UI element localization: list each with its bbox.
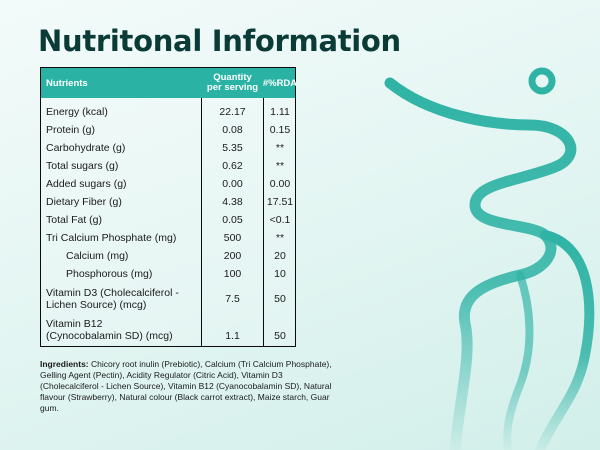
header-quantity-line1: Quantity (213, 72, 252, 83)
header-nutrients: Nutrients (46, 77, 88, 89)
nutrient-quantity: 5.35 (222, 142, 243, 154)
nutrient-rda: 17.51 (266, 196, 294, 208)
nutrient-rda: <0.1 (269, 214, 291, 226)
nutrient-name: Protein (g) (46, 124, 96, 136)
nutrient-name: Tri Calcium Phosphate (mg) (46, 232, 177, 244)
nutrient-name-line1: Vitamin B12 (46, 318, 103, 330)
nutrient-rda: 50 (274, 293, 286, 305)
column-divider (201, 98, 202, 346)
header-rda: #%RDA (262, 77, 298, 89)
nutrient-quantity: 0.05 (222, 214, 243, 226)
nutrient-rda: 10 (274, 268, 286, 280)
nutrient-quantity: 100 (223, 268, 242, 280)
nutrient-rda: 1.11 (270, 106, 290, 118)
nutrient-rda: ** (275, 160, 285, 172)
nutrient-quantity: 4.38 (222, 196, 243, 208)
nutrient-quantity: 7.5 (225, 293, 240, 305)
nutrient-quantity: 500 (223, 232, 242, 244)
nutrient-name: Phosphorous (mg) (66, 268, 153, 280)
ingredients-list: Chicory root inulin (Prebiotic), Calcium… (40, 359, 332, 413)
nutrient-quantity: 0.00 (222, 178, 243, 190)
nutrient-rda: ** (275, 142, 285, 154)
nutrient-quantity: 22.17 (219, 106, 246, 118)
nutrient-quantity: 0.08 (222, 124, 243, 136)
nutrient-name: Carbohydrate (g) (46, 142, 126, 154)
nutrient-name: Added sugars (g) (46, 178, 127, 190)
nutrient-name-line1: Vitamin D3 (Cholecalciferol - (46, 287, 179, 299)
nutrient-name: Vitamin B12 (Cynocobalamin SD) (mcg) (46, 318, 173, 342)
swirl-path-inner (503, 271, 534, 450)
table-header: Nutrients Quantity per serving #%RDA (41, 68, 298, 98)
nutrient-name: Vitamin D3 (Cholecalciferol - Lichen Sou… (46, 287, 179, 311)
header-quantity-line2: per serving (206, 82, 259, 93)
ingredients-text: Ingredients: Chicory root inulin (Prebio… (40, 359, 340, 414)
nutrition-table: Nutrients Quantity per serving #%RDA Ene… (40, 67, 298, 347)
column-divider (263, 98, 264, 346)
swirl-figure-illustration (384, 67, 595, 450)
nutrient-quantity: 0.62 (222, 160, 243, 172)
swirl-path-right (535, 230, 595, 450)
nutrient-name: Dietary Fiber (g) (46, 196, 122, 208)
ingredients-label: Ingredients: (40, 359, 89, 369)
nutrient-rda: 0.15 (269, 124, 291, 136)
nutrient-rda: ** (275, 232, 285, 244)
nutrient-rda: 0.00 (269, 178, 291, 190)
circle-icon (528, 67, 556, 95)
nutrient-name: Total sugars (g) (46, 160, 119, 172)
table-body: Energy (kcal) 22.17 1.11 Protein (g) 0.0… (41, 98, 295, 346)
nutrient-rda: 50 (274, 330, 286, 342)
nutrient-rda: 20 (274, 250, 286, 262)
page-title: Nutritonal Information (38, 24, 401, 58)
nutrient-name: Calcium (mg) (66, 250, 129, 262)
nutrient-quantity: 1.1 (225, 330, 240, 342)
nutrient-name-line2: (Cynocobalamin SD) (mcg) (46, 330, 173, 342)
nutrient-quantity: 200 (223, 250, 242, 262)
header-quantity: Quantity per serving (201, 68, 264, 98)
nutrient-name-line2: Lichen Source) (mcg) (46, 299, 147, 311)
nutrient-name: Energy (kcal) (46, 106, 108, 118)
swirl-path (384, 77, 577, 450)
nutrient-name: Total Fat (g) (46, 214, 103, 226)
